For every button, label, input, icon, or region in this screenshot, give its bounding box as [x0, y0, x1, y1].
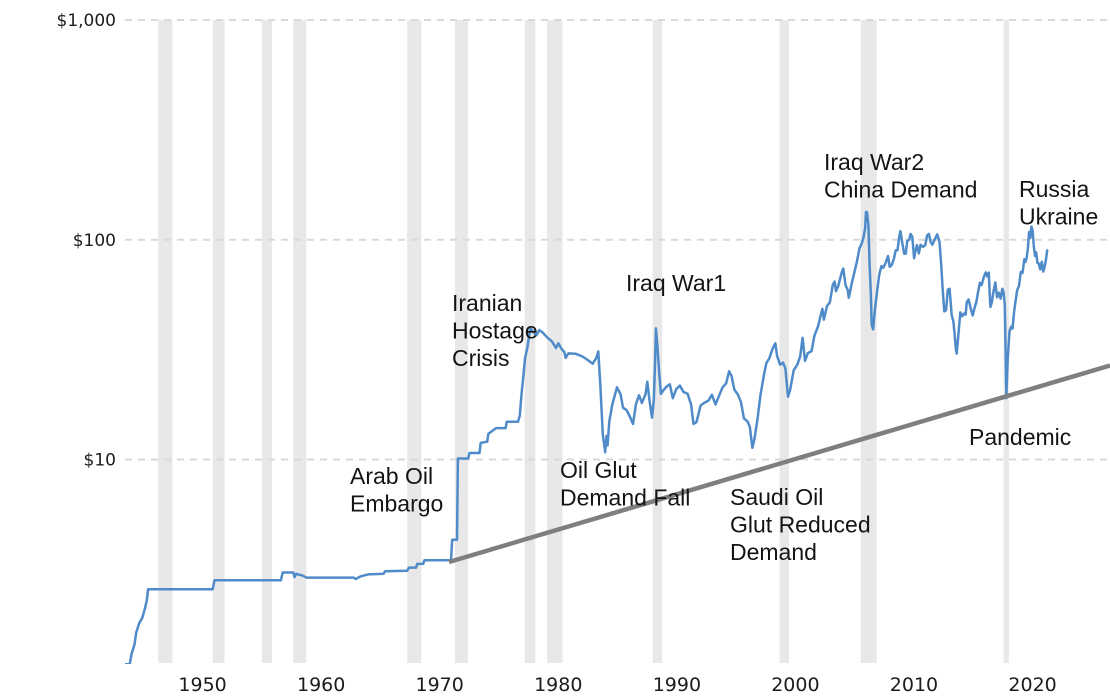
x-tick-label: 1950	[178, 674, 226, 696]
recession-band	[212, 20, 225, 663]
x-tick-label: 1970	[416, 674, 464, 696]
y-tick-label: $10	[84, 451, 116, 471]
x-tick-label: 2000	[771, 674, 819, 696]
event-annotation: Iranian Hostage Crisis	[452, 290, 538, 371]
recession-band	[547, 20, 563, 663]
x-tick-label: 1990	[653, 674, 701, 696]
event-annotation: Pandemic	[969, 424, 1071, 450]
price-line	[125, 210, 1049, 664]
recession-band	[524, 20, 536, 663]
recession-bands	[158, 20, 1009, 663]
recession-band	[407, 20, 422, 663]
event-annotation: Iraq War1	[626, 270, 726, 296]
x-tick-label: 2020	[1008, 674, 1056, 696]
event-annotation: Russia Ukraine	[1019, 176, 1098, 230]
event-annotation: Iraq War2 China Demand	[824, 149, 977, 203]
x-axis-labels: 1950 1960 1970 1980 1990 2000 2010 2020	[178, 674, 1056, 696]
event-annotation: Oil Glut Demand Fall	[560, 457, 690, 511]
trend-line	[448, 363, 1110, 565]
y-tick-label: $1,000	[57, 11, 116, 31]
recession-band	[261, 20, 272, 663]
y-axis-labels: $1,000 $100 $10	[57, 11, 116, 471]
recession-band	[779, 20, 789, 663]
x-tick-label: 2010	[890, 674, 938, 696]
x-tick-label: 1980	[534, 674, 582, 696]
gridlines	[125, 19, 1110, 461]
recession-band	[293, 20, 307, 663]
recession-band	[158, 20, 173, 663]
y-tick-label: $100	[73, 231, 116, 251]
event-annotations: Arab Oil Embargo Iranian Hostage Crisis Oil G…	[350, 149, 1098, 565]
recession-band	[860, 20, 877, 663]
x-tick-label: 1960	[297, 674, 345, 696]
event-annotation: Saudi Oil Glut Reduced Demand	[730, 484, 871, 565]
event-annotation: Arab Oil Embargo	[350, 463, 443, 517]
